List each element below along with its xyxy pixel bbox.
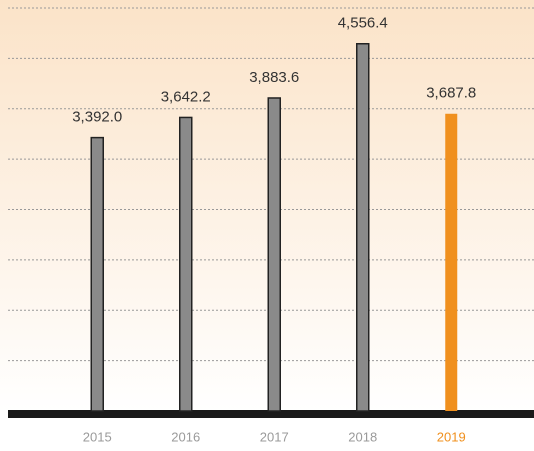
bar xyxy=(90,136,104,412)
bar xyxy=(267,97,281,412)
value-label: 3,687.8 xyxy=(426,85,476,102)
value-label: 3,392.0 xyxy=(72,109,122,126)
bar xyxy=(445,113,458,412)
x-tick-label: 2015 xyxy=(83,429,112,444)
baseline xyxy=(8,410,534,418)
value-label: 3,883.6 xyxy=(249,69,299,86)
x-tick-label: 2016 xyxy=(171,429,200,444)
value-label: 4,556.4 xyxy=(338,15,388,32)
x-tick-label: 2017 xyxy=(260,429,289,444)
bar xyxy=(356,43,370,412)
x-tick-label: 2018 xyxy=(348,429,377,444)
plot-background xyxy=(0,0,534,412)
value-label: 3,642.2 xyxy=(161,88,211,105)
x-tick-label: 2019 xyxy=(437,429,466,444)
bar xyxy=(179,116,193,412)
